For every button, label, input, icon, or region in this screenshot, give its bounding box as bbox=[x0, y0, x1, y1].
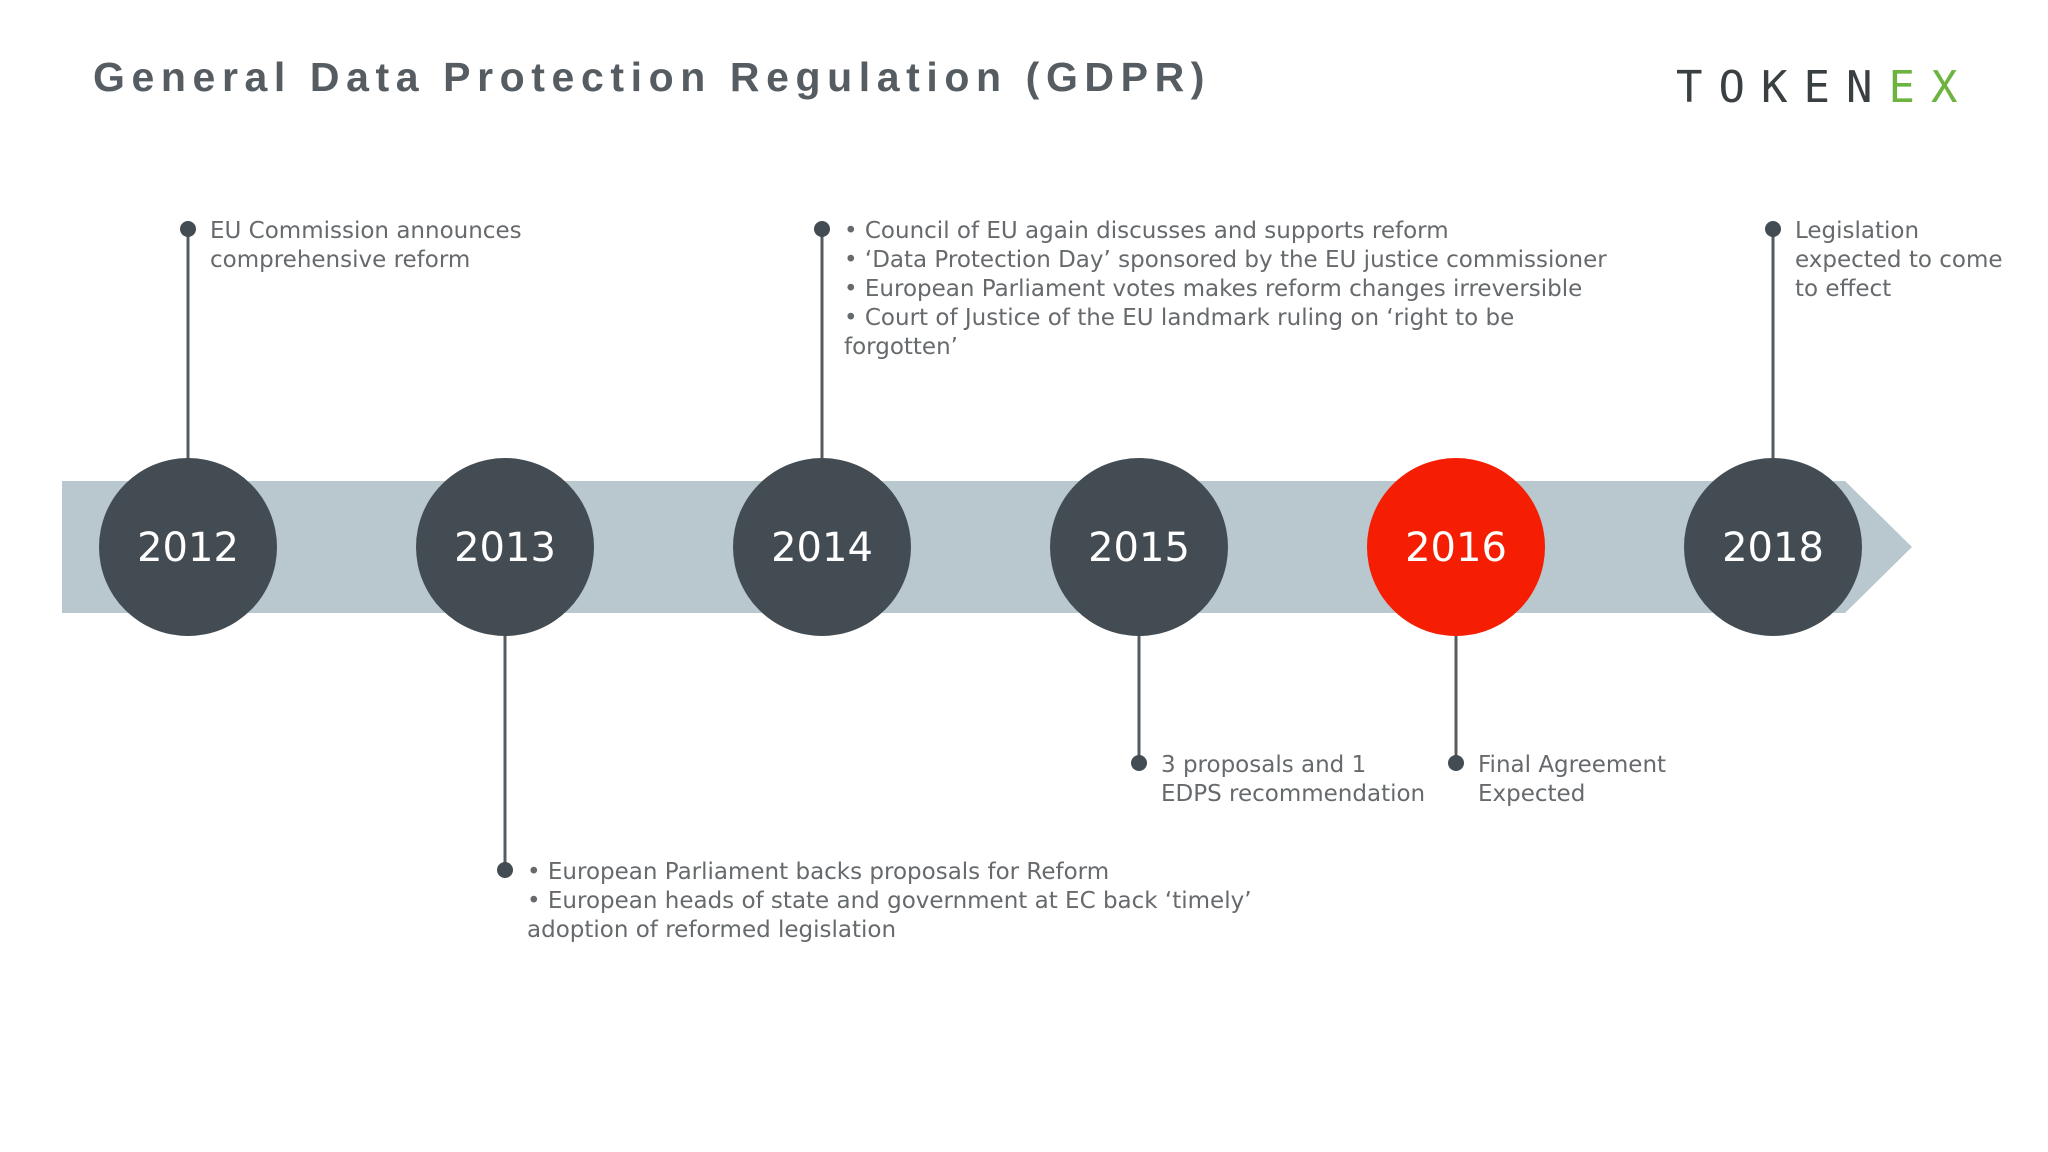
event-2014-line: • ‘Data Protection Day’ sponsored by the… bbox=[844, 247, 1607, 273]
year-node-2016 bbox=[1367, 458, 1545, 636]
page-title: General Data Protection Regulation (GDPR… bbox=[93, 54, 1212, 100]
event-dot-2012 bbox=[180, 221, 196, 237]
event-2016-line: Expected bbox=[1478, 781, 1585, 807]
year-label-2013: 2013 bbox=[454, 525, 556, 571]
event-2012-line: EU Commission announces bbox=[210, 218, 522, 244]
timeline-arrow-band bbox=[62, 481, 1912, 613]
logo-main-text: TOKEN bbox=[1676, 62, 1889, 113]
year-label-2015: 2015 bbox=[1088, 525, 1190, 571]
event-2014-line: • Council of EU again discusses and supp… bbox=[844, 218, 1449, 244]
event-dot-2015 bbox=[1131, 755, 1147, 771]
event-dot-2014 bbox=[814, 221, 830, 237]
event-2012-line: comprehensive reform bbox=[210, 247, 470, 273]
event-2013-line: • European Parliament backs proposals fo… bbox=[527, 859, 1109, 885]
year-node-2018 bbox=[1684, 458, 1862, 636]
logo-accent-text: EX bbox=[1888, 62, 1974, 113]
tokenex-logo: TOKENEX bbox=[1676, 62, 1973, 113]
event-2013-line: • European heads of state and government… bbox=[527, 888, 1252, 914]
event-2013-line: adoption of reformed legislation bbox=[527, 917, 896, 943]
event-2015-line: 3 proposals and 1 bbox=[1161, 752, 1366, 778]
year-node-2012 bbox=[99, 458, 277, 636]
event-labels: EU Commission announces comprehensive ref… bbox=[210, 218, 2003, 943]
year-nodes: 2012 2013 2014 2015 2016 2018 bbox=[99, 458, 1862, 636]
event-connectors bbox=[180, 221, 1781, 878]
year-label-2018: 2018 bbox=[1722, 525, 1824, 571]
year-label-2012: 2012 bbox=[137, 525, 239, 571]
event-dot-2018 bbox=[1765, 221, 1781, 237]
event-2014-line: • Court of Justice of the EU landmark ru… bbox=[844, 305, 1514, 331]
event-2018-line: Legislation bbox=[1795, 218, 1919, 244]
year-node-2015 bbox=[1050, 458, 1228, 636]
event-dot-2013 bbox=[497, 862, 513, 878]
year-label-2014: 2014 bbox=[771, 525, 873, 571]
event-2015-line: EDPS recommendation bbox=[1161, 781, 1425, 807]
event-dot-2016 bbox=[1448, 755, 1464, 771]
year-label-2016: 2016 bbox=[1405, 525, 1507, 571]
event-2016-line: Final Agreement bbox=[1478, 752, 1666, 778]
year-node-2014 bbox=[733, 458, 911, 636]
event-2014-line: forgotten’ bbox=[844, 334, 958, 360]
event-2018-line: expected to come bbox=[1795, 247, 2003, 273]
year-node-2013 bbox=[416, 458, 594, 636]
event-2014-line: • European Parliament votes makes reform… bbox=[844, 276, 1582, 302]
event-2018-line: to effect bbox=[1795, 276, 1891, 302]
